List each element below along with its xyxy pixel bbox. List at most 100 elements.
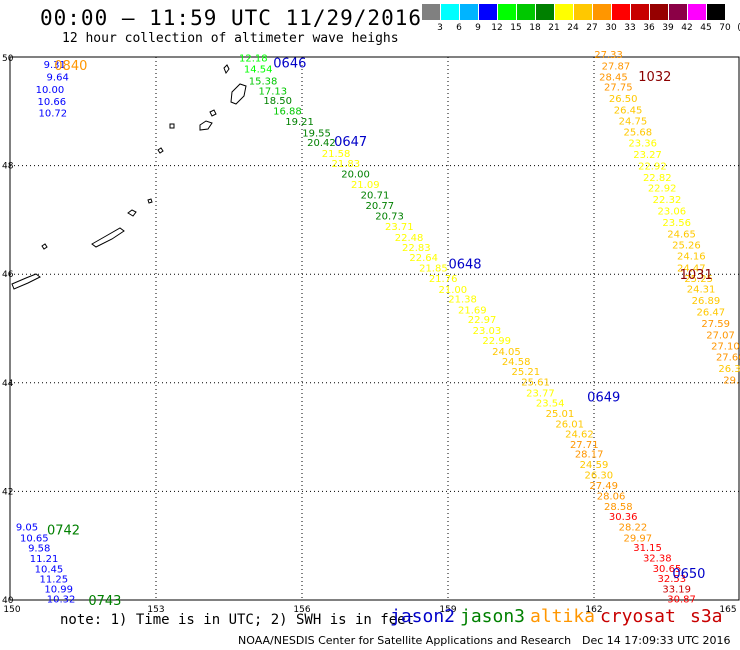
swh-value-label: 28.45: [599, 72, 628, 83]
swh-value-label: 27.49: [589, 481, 618, 492]
lon-tick-label: 162: [585, 605, 602, 615]
swh-value-label: 10.99: [44, 584, 73, 595]
swh-value-label: 11.25: [39, 575, 68, 586]
scale-swatch: [707, 4, 725, 20]
scale-swatch: [422, 4, 440, 20]
swh-value-label: 25.21: [512, 367, 541, 378]
swh-value-label: 10.72: [39, 109, 68, 120]
swh-value-label: 22.32: [653, 195, 682, 206]
scale-label: 12: [491, 23, 503, 33]
swh-value-label: 22.92: [648, 184, 677, 195]
scale-label: 42: [681, 23, 693, 33]
lat-tick-label: 44: [2, 379, 14, 389]
swh-value-label: 22.64: [409, 253, 438, 264]
mission-s3a: s3a: [690, 606, 723, 627]
scale-label: 39: [662, 23, 674, 33]
pass-time-label: 0648: [448, 257, 481, 272]
swh-value-label: 18.50: [263, 96, 292, 107]
island-outline: [157, 147, 164, 154]
swh-value-label: 15.38: [249, 77, 278, 88]
swh-value-label: 12.18: [239, 53, 268, 64]
swh-value-label: 26.38: [718, 364, 740, 375]
island-outline: [91, 227, 125, 248]
swh-value-label: 24.58: [502, 357, 531, 368]
swh-value-label: 16.88: [273, 107, 302, 118]
pass-time-label: 0649: [587, 390, 620, 405]
island-outline: [127, 209, 137, 217]
scale-label: 30: [605, 23, 617, 33]
mission-altika: altika: [530, 606, 596, 627]
lon-tick-label: 165: [719, 605, 736, 615]
swh-value-label: 21.38: [448, 294, 477, 305]
swh-value-label: 32.53: [658, 574, 687, 585]
island-outline: [223, 64, 230, 75]
scale-swatch: [517, 4, 535, 20]
lat-tick-label: 50: [2, 54, 14, 64]
pass-time-label: 0840: [54, 59, 87, 74]
swh-value-label: 11.21: [30, 554, 59, 565]
scale-label: 18: [529, 23, 541, 33]
swh-value-label: 19.21: [285, 117, 314, 128]
swh-value-label: 22.82: [643, 173, 672, 184]
scale-label: 3: [437, 23, 443, 33]
swh-value-label: 19.55: [302, 128, 331, 139]
scale-swatch: [669, 4, 687, 20]
swh-value-label: 25.61: [521, 378, 550, 389]
swh-value-label: 9.31: [44, 60, 66, 71]
swh-value-label: 30.65: [653, 564, 682, 575]
island-outline: [199, 120, 213, 131]
pass-time-label: 1032: [638, 70, 671, 85]
swh-value-label: 20.42: [307, 138, 336, 149]
pass-time-label: 0650: [672, 567, 705, 582]
swh-value-label: 27.87: [602, 61, 631, 72]
lat-tick-label: 40: [2, 596, 14, 606]
swh-value-label: 26.89: [692, 296, 721, 307]
scale-swatch: [536, 4, 554, 20]
scale-label: 33: [624, 23, 636, 33]
swh-value-label: 24.59: [580, 460, 609, 471]
footer-generated: Dec 14 17:09:33 UTC 2016: [582, 634, 731, 647]
pass-time-label: 0743: [88, 594, 121, 609]
swh-value-label: 28.58: [604, 502, 633, 513]
scale-swatch: [555, 4, 573, 20]
swh-value-label: 21.58: [322, 149, 351, 160]
pass-time-label: 0646: [273, 56, 306, 71]
scale-label: (ft): [735, 23, 740, 33]
swh-value-label: 26.45: [614, 105, 643, 116]
swh-value-label: 32.38: [643, 553, 672, 564]
swh-value-label: 9.05: [16, 522, 38, 533]
map-subtitle: 12 hour collection of altimeter wave hei…: [62, 31, 399, 46]
swh-value-label: 27.75: [604, 83, 633, 94]
swh-value-label: 27.59: [701, 319, 730, 330]
swh-value-label: 23.03: [473, 326, 502, 337]
swh-value-label: 28.17: [575, 450, 604, 461]
pass-time-label: 1031: [680, 268, 713, 283]
swh-value-label: 10.65: [20, 533, 49, 544]
scale-label: 27: [586, 23, 598, 33]
scale-swatch: [593, 4, 611, 20]
swh-value-label: 17.13: [258, 86, 287, 97]
footer-credit: NOAA/NESDIS Center for Satellite Applica…: [238, 634, 572, 647]
scale-swatch: [441, 4, 459, 20]
footer-note: note: 1) Time is in UTC; 2) SWH is in fe…: [60, 612, 415, 628]
map-frame: [9, 56, 740, 601]
swh-value-label: 22.99: [482, 336, 511, 347]
swh-value-label: 23.71: [385, 222, 414, 233]
swh-value-label: 25.25: [684, 274, 713, 285]
swh-value-label: 23.36: [628, 139, 657, 150]
pass-time-label: 0647: [334, 135, 367, 150]
swh-value-label: 24.75: [619, 116, 648, 127]
swh-value-label: 26.01: [555, 419, 584, 430]
scale-swatch: [498, 4, 516, 20]
swh-value-label: 25.01: [546, 409, 575, 420]
swh-value-label: 30.87: [667, 595, 696, 606]
pass-time-label: 0742: [47, 523, 80, 538]
swh-value-label: 22.48: [395, 233, 424, 244]
swh-value-label: 27.66: [716, 353, 740, 364]
swh-value-label: 31.15: [633, 543, 662, 554]
swh-value-label: 10.66: [38, 97, 67, 108]
swh-value-label: 23.56: [662, 218, 691, 229]
lon-tick-label: 159: [439, 605, 456, 615]
swh-value-label: 33.19: [662, 584, 691, 595]
swh-value-label: 23.54: [536, 399, 565, 410]
